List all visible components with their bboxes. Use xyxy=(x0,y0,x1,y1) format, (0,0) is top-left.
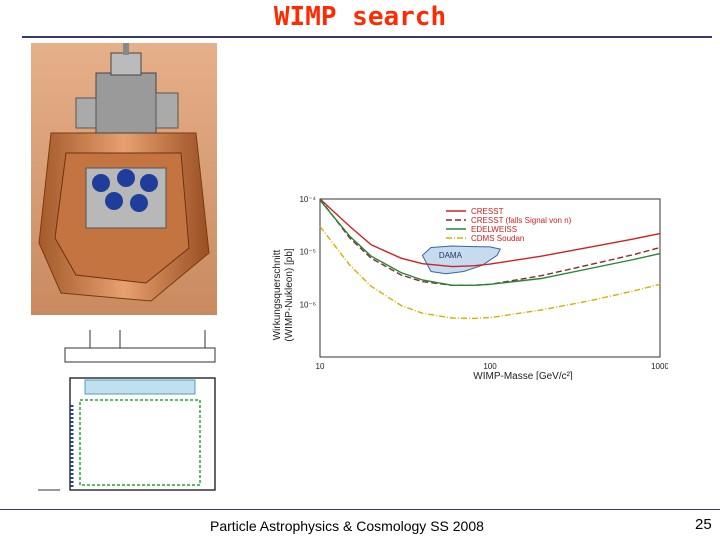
page-number: 25 xyxy=(695,516,712,533)
detector-photo xyxy=(31,43,217,315)
series-line-3 xyxy=(319,226,661,320)
series-line-0 xyxy=(319,198,661,268)
y-axis-label-line1: Wirkungsquerschnitt xyxy=(272,249,283,340)
legend-entry: CRESST (falls Signal von n) xyxy=(471,216,572,225)
x-tick-label: 10 xyxy=(316,362,325,371)
y-tick-label: 10⁻⁶ xyxy=(300,300,316,309)
y-tick-label: 10⁻⁵ xyxy=(300,248,316,257)
y-tick-label: 10⁻⁴ xyxy=(299,195,316,204)
top-rule xyxy=(22,36,712,38)
legend-entry: CRESST xyxy=(471,207,504,216)
slide-title: WIMP search xyxy=(273,2,447,32)
detector-illustration xyxy=(31,43,217,315)
legend-entry: CDMS Soudan xyxy=(471,234,524,243)
detector-schematic xyxy=(30,330,230,500)
exclusion-chart: DAMA 10 100 1000 10⁻⁴ 10⁻⁵ 10⁻⁶ CRESST CRESST … xyxy=(268,185,669,382)
dama-region xyxy=(421,245,502,275)
x-axis-label: WIMP-Masse [GeV/c²] xyxy=(473,371,573,380)
x-tick-label: 1000 xyxy=(651,362,668,371)
exclusion-plot: DAMA 10 100 1000 10⁻⁴ 10⁻⁵ 10⁻⁶ CRESSTCRESST … xyxy=(272,195,669,382)
legend-entry: EDELWEISS xyxy=(471,225,517,234)
schematic-drawing xyxy=(38,330,216,491)
bottom-rule xyxy=(0,509,720,510)
x-tick-label: 100 xyxy=(483,362,497,371)
dama-label: DAMA xyxy=(439,251,463,260)
footer-text: Particle Astrophysics & Cosmology SS 200… xyxy=(210,518,484,534)
plot-frame xyxy=(319,198,661,358)
y-axis-label-line2: (WIMP-Nukleon) [pb] xyxy=(284,248,295,342)
series-line-2 xyxy=(319,199,661,286)
